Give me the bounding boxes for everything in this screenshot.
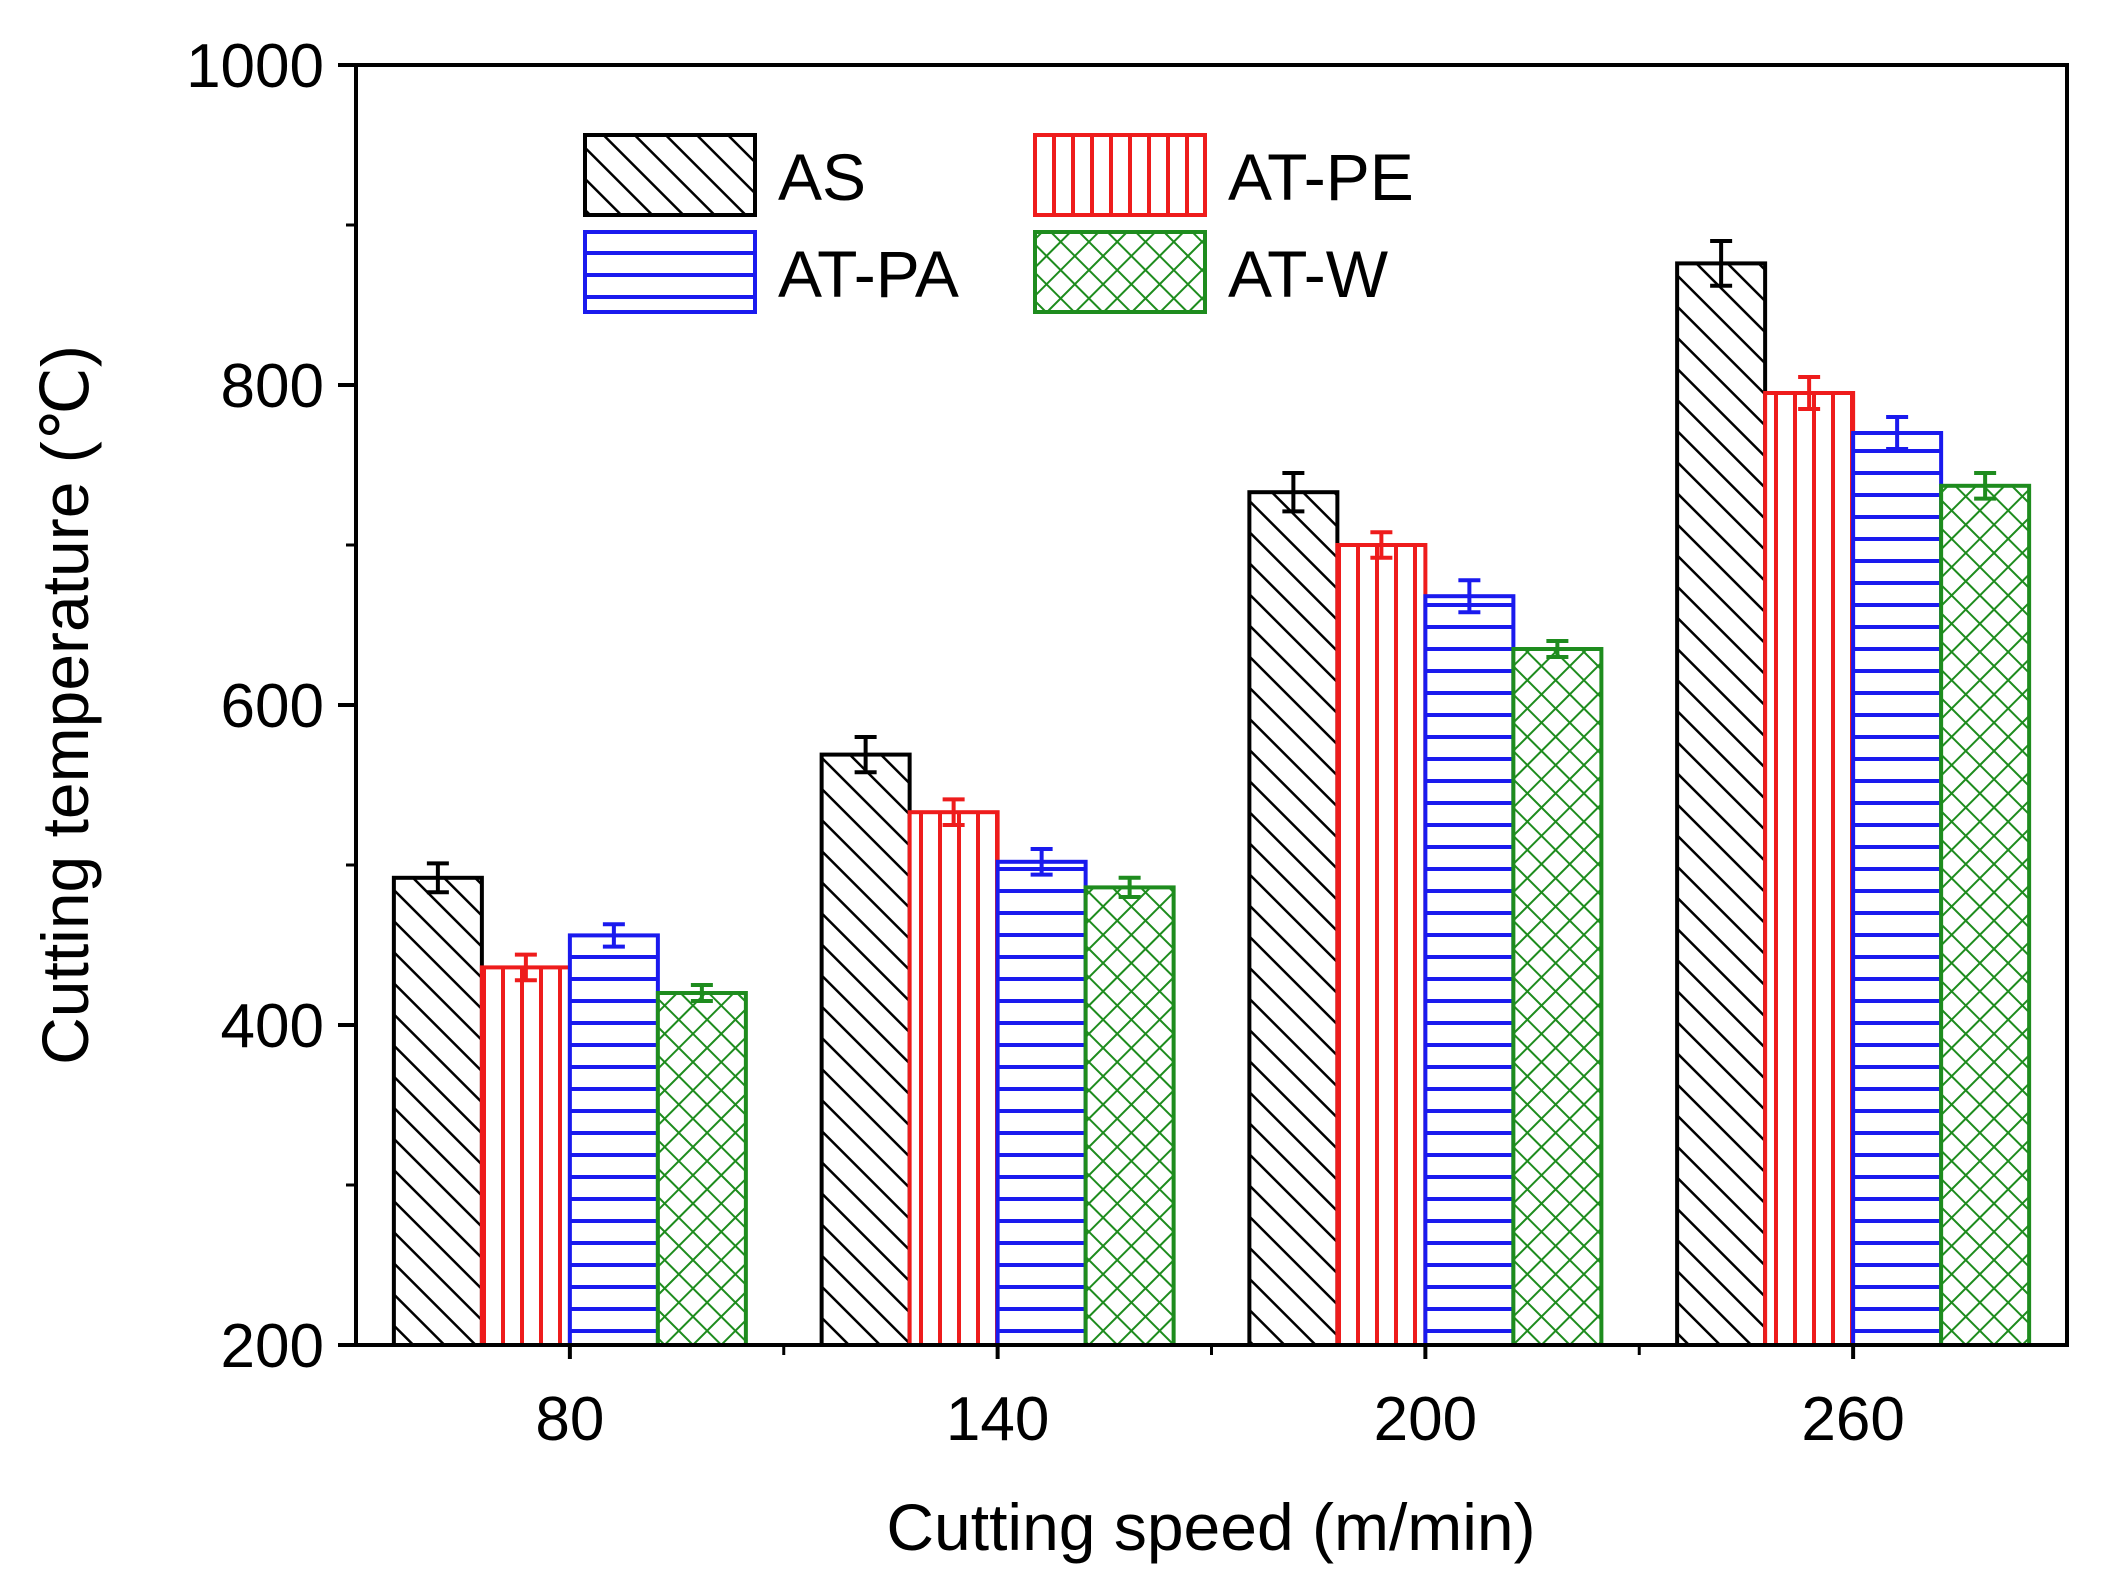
error-bar-as-260 [1710, 239, 1733, 288]
bar-at-pe-140 [907, 810, 1000, 1347]
error-bar-at-pe-80 [514, 952, 537, 983]
error-bar-at-w-200 [1546, 639, 1569, 659]
y-tick-label-200: 200 [221, 1312, 324, 1381]
error-bar-as-140 [854, 735, 877, 775]
legend-swatch-at-w [1033, 230, 1207, 314]
bar-at-pa-200 [1423, 594, 1516, 1347]
bar-at-w-140 [1083, 885, 1176, 1348]
legend-swatch-at-pe [1033, 133, 1207, 217]
bar-at-pa-80 [567, 933, 660, 1348]
legend-label-at-pa: AT-PA [778, 237, 959, 311]
bar-at-w-260 [1939, 483, 2032, 1347]
error-bar-at-w-80 [690, 983, 713, 1003]
error-bar-at-pe-200 [1370, 530, 1393, 560]
legend-label-at-w: AT-W [1228, 237, 1389, 311]
error-bar-as-200 [1282, 471, 1305, 514]
x-tick-label-200: 200 [1374, 1385, 1477, 1454]
x-tick-label-80: 80 [535, 1385, 604, 1454]
bar-at-pa-140 [995, 859, 1088, 1347]
bar-at-w-200 [1511, 647, 1604, 1347]
error-bar-at-pa-260 [1886, 415, 1909, 451]
bar-at-pe-200 [1335, 543, 1428, 1347]
error-bars [426, 239, 1997, 1003]
error-bar-at-pe-140 [942, 797, 965, 827]
y-axis: 200 400 600 800 1000 [186, 32, 356, 1381]
y-axis-title: Cutting temperature (℃) [28, 345, 102, 1065]
error-bar-as-80 [426, 861, 449, 895]
error-bar-at-pa-80 [602, 922, 625, 949]
bar-at-pe-260 [1763, 391, 1856, 1347]
y-tick-label-400: 400 [221, 992, 324, 1061]
x-axis-title: Cutting speed (m/min) [886, 1490, 1535, 1564]
error-bar-at-w-140 [1118, 875, 1141, 899]
error-bar-at-w-260 [1974, 471, 1997, 501]
legend-swatch-at-pa [583, 230, 757, 314]
error-bar-at-pa-200 [1458, 578, 1481, 615]
x-tick-label-140: 140 [946, 1385, 1049, 1454]
bar-at-pa-260 [1851, 431, 1944, 1347]
y-tick-label-800: 800 [221, 352, 324, 421]
bar-at-pe-80 [479, 965, 572, 1348]
x-axis: 80 140 200 260 [535, 1345, 1905, 1454]
y-tick-label-1000: 1000 [186, 32, 324, 101]
error-bar-at-pe-260 [1798, 375, 1821, 411]
legend-label-as: AS [778, 140, 866, 214]
bar-as-200 [1247, 490, 1340, 1347]
bar-as-80 [391, 875, 484, 1347]
x-tick-label-260: 260 [1801, 1385, 1904, 1454]
error-bar-at-pa-140 [1030, 847, 1053, 877]
bar-as-260 [1675, 261, 1768, 1347]
legend-swatch-as [583, 133, 757, 217]
y-tick-label-600: 600 [221, 672, 324, 741]
bars [391, 261, 2032, 1348]
bar-at-w-80 [655, 991, 748, 1347]
bar-as-140 [819, 752, 912, 1347]
legend: AS AT-PE AT-PA AT-W [583, 133, 1414, 314]
legend-label-at-pe: AT-PE [1228, 140, 1414, 214]
